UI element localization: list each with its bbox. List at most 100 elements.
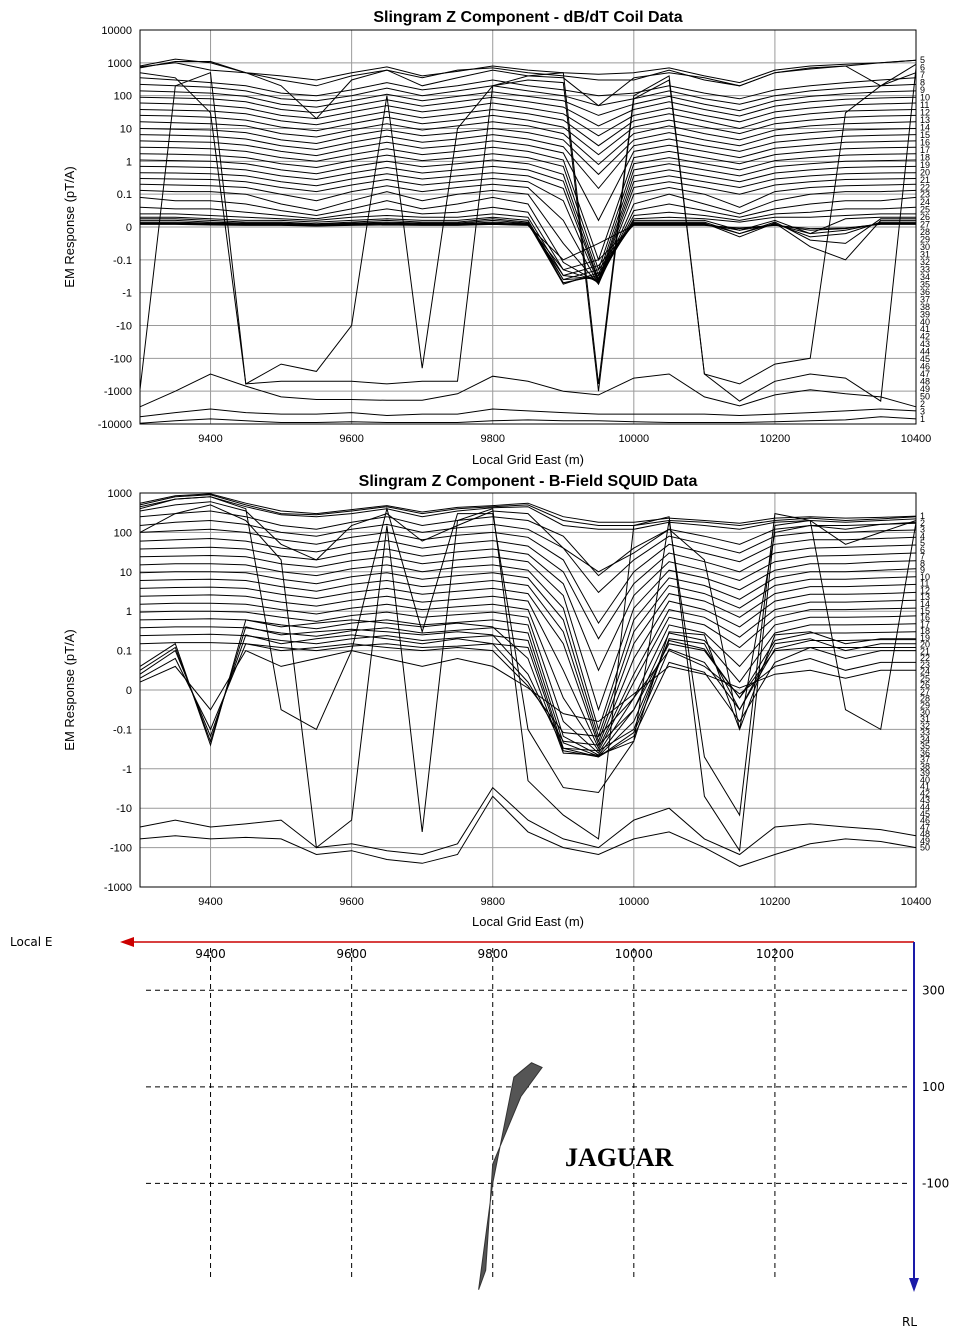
- x-tick-label: 9400: [198, 896, 222, 908]
- channel-label: 34: [920, 734, 930, 744]
- channel-label: 24: [920, 197, 930, 207]
- channel-label: 39: [920, 309, 930, 319]
- channel-label: 45: [920, 354, 930, 364]
- series-line-ch26: [139, 619, 916, 756]
- section-grid: [146, 948, 910, 1280]
- series-line-ch21: [139, 153, 917, 272]
- channel-label: 5: [920, 538, 925, 548]
- channel-label: 35: [920, 741, 930, 751]
- y-tick-label: 1000: [108, 58, 132, 70]
- channel-label: 33: [920, 728, 930, 738]
- series-line-ch7: [139, 62, 917, 120]
- channel-label: 10: [920, 93, 930, 103]
- series-line-ch8: [139, 501, 917, 730]
- series-line-ch16: [139, 121, 917, 166]
- series-line-ch35: [140, 222, 916, 277]
- y-tick-label: -1000: [104, 386, 132, 398]
- channel-label: 50: [920, 843, 930, 853]
- chart1-x-axis-label: Local Grid East (m): [472, 452, 584, 467]
- x-tick-label: 9800: [480, 433, 504, 445]
- channel-label: 40: [920, 775, 930, 785]
- channel-label: 43: [920, 339, 930, 349]
- channel-label: 21: [920, 175, 930, 185]
- rl-arrow-icon: [909, 1278, 919, 1292]
- channel-label: 14: [920, 599, 930, 609]
- channel-label: 26: [920, 680, 930, 690]
- series-line-ch29: [139, 206, 917, 282]
- section-y-tick-label: 100: [922, 1080, 945, 1094]
- x-tick-label: 9800: [480, 896, 504, 908]
- chart2-y-axis-label: EM Response (pT/A): [62, 629, 77, 750]
- y-tick-label: -10: [116, 321, 132, 333]
- channel-label: 23: [920, 660, 930, 670]
- channel-label: 32: [920, 257, 930, 267]
- channel-label: 32: [920, 721, 930, 731]
- chart2-title: Slingram Z Component - B-Field SQUID Dat…: [359, 473, 698, 490]
- series-line-ch1: [139, 795, 917, 867]
- channel-label: 4: [920, 531, 925, 541]
- series-line-ch23: [139, 626, 917, 757]
- channel-label: 30: [920, 707, 930, 717]
- series-line-ch25: [139, 642, 916, 758]
- channel-label: 11: [920, 100, 929, 110]
- channel-label: 19: [920, 633, 930, 643]
- channel-label: 2: [920, 518, 925, 528]
- x-tick-label: 10000: [619, 433, 650, 445]
- y-tick-label: 100: [114, 91, 132, 103]
- y-tick-label: -100: [110, 353, 132, 365]
- channel-label: 23: [920, 190, 930, 200]
- squid-data-chart: Slingram Z Component - B-Field SQUID Dat…: [62, 473, 931, 929]
- series-line-ch31: [140, 216, 916, 281]
- channel-label: 20: [920, 167, 930, 177]
- channel-label: 43: [920, 795, 930, 805]
- channel-label: 11: [920, 579, 929, 589]
- series-line-ch13: [139, 546, 917, 672]
- channel-label: 29: [920, 235, 930, 245]
- channel-label: 5: [920, 55, 925, 65]
- series-line-ch12: [139, 537, 917, 640]
- series-line-ch6: [139, 58, 917, 84]
- channel-label: 9: [920, 85, 925, 95]
- rl-label: RL: [902, 1315, 917, 1329]
- chart2-series: [139, 493, 917, 867]
- series-line-ch22: [139, 159, 917, 278]
- channel-label: 44: [920, 347, 930, 357]
- channel-label: 17: [920, 145, 930, 155]
- y-tick-label: 0.1: [117, 646, 132, 658]
- series-line-ch6: [139, 493, 917, 524]
- channel-label: 27: [920, 687, 930, 697]
- channel-label: 41: [920, 324, 930, 334]
- series-line-ch4: [139, 496, 917, 817]
- channel-label: 16: [920, 613, 930, 623]
- channel-label: 20: [920, 640, 930, 650]
- channel-label: 1: [920, 414, 925, 424]
- channel-label: 15: [920, 130, 930, 140]
- channel-label: 30: [920, 242, 930, 252]
- chart2-x-axis-label: Local Grid East (m): [472, 914, 584, 929]
- channel-label: 39: [920, 768, 930, 778]
- x-tick-label: 10000: [619, 896, 650, 908]
- channel-label: 17: [920, 619, 930, 629]
- series-line-ch24: [139, 633, 916, 758]
- channel-label: 12: [920, 585, 930, 595]
- chart1-y-ticks: 10000 1000 100 10 1 0.1 0 -0.1 -1 -10 -100 -1000 -10…: [98, 25, 132, 431]
- channel-label: 13: [920, 592, 930, 602]
- x-tick-label: 10200: [760, 433, 791, 445]
- series-line-ch5: [139, 494, 917, 527]
- channel-label: 25: [920, 205, 930, 215]
- channel-label: 44: [920, 802, 930, 812]
- series-line-ch34: [140, 221, 916, 281]
- chart1-grid: [140, 29, 917, 425]
- series-line-ch37: [140, 223, 916, 261]
- channel-label: 35: [920, 279, 930, 289]
- series-line-ch17: [139, 578, 917, 743]
- series-line-ch28: [139, 634, 916, 746]
- y-tick-label: 0.1: [117, 189, 132, 201]
- channel-label: 12: [920, 108, 930, 118]
- chart1-title: Slingram Z Component - dB/dT Coil Data: [373, 9, 682, 26]
- y-tick-label: -0.1: [113, 255, 132, 267]
- series-line-ch24: [139, 172, 917, 283]
- series-line-ch5: [139, 59, 917, 87]
- chart1-channel-labels: 5678910111213141516171819202122232425262…: [920, 55, 930, 424]
- channel-label: 33: [920, 264, 930, 274]
